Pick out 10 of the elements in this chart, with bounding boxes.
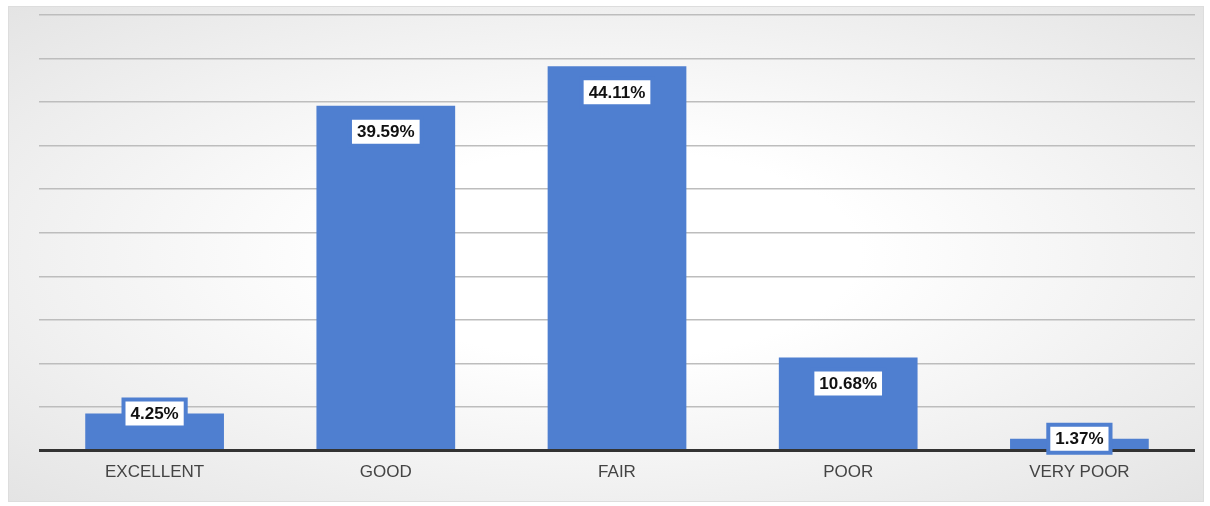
data-label: 10.68% [819,374,878,394]
x-tick-label: VERY POOR [1029,462,1130,482]
data-label: 1.37% [1055,429,1104,449]
x-tick-label: FAIR [598,462,636,482]
x-tick-label: EXCELLENT [105,462,205,482]
x-tick-label: POOR [823,462,874,482]
data-label: 4.25% [130,404,179,424]
x-tick-label: GOOD [359,462,412,482]
data-label: 44.11% [588,83,646,102]
data-label: 39.59% [356,122,415,142]
